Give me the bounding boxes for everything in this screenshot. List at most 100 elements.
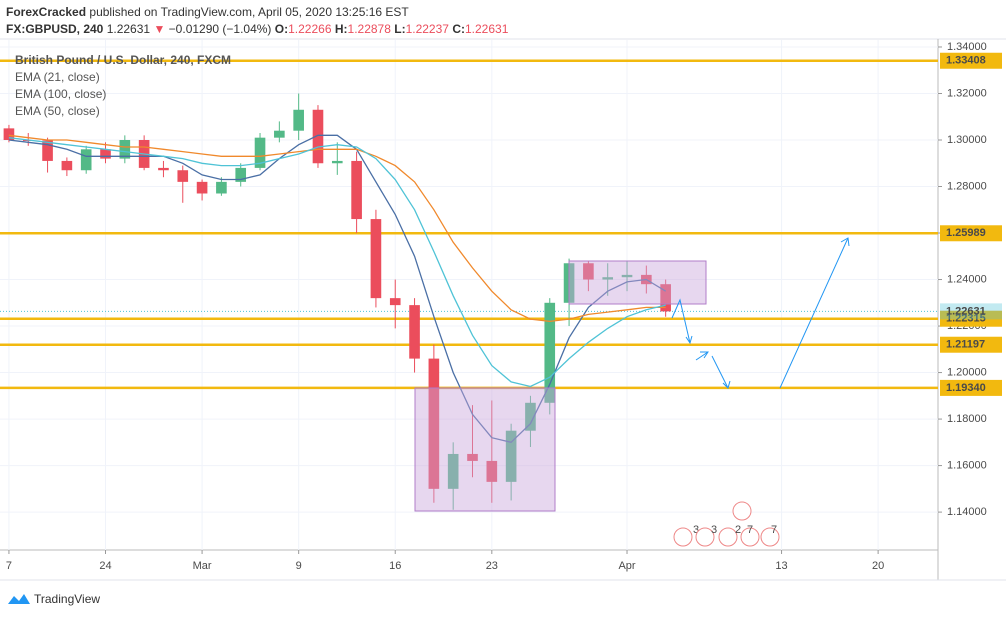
last-price-tag [940,303,1002,320]
event-flag [695,527,715,547]
level-label: 1.33408 [946,55,986,67]
candle-body [583,263,594,280]
legend-entry: EMA (21, close) [15,70,100,84]
candle-body [274,130,285,138]
open-label: O: [275,22,288,36]
candle-body [196,181,208,194]
ema-line [8,137,666,388]
level-tag [940,52,1002,69]
y-tick-label: 1.30000 [947,134,987,146]
y-tick-label: 1.32000 [947,87,987,99]
close-label: C: [452,22,465,36]
level-label: 1.22315 [946,313,986,325]
level-label: 1.19340 [946,382,986,394]
arrow-head [700,351,709,359]
legend-entry: EMA (50, close) [15,104,100,118]
candle-body [331,160,343,164]
event-count: 3 [711,524,717,536]
candle-body [216,181,227,194]
level-label: 1.21197 [946,339,985,351]
low-label: L: [394,22,405,36]
event-count: 3 [693,524,699,536]
candle-body [621,274,633,278]
quote-line: FX:GBPUSD, 240 1.22631 ▼ −0.01290 (−1.04… [6,22,509,36]
candle-body [254,137,266,168]
candle-body [235,167,247,182]
event-flag [732,501,752,521]
arrow-head [840,237,850,247]
legend-entry: EMA (100, close) [15,87,106,101]
x-tick-label: 13 [775,560,787,572]
drawings [414,237,850,512]
event-flag [718,527,738,547]
x-tick-label: 9 [296,560,302,572]
event-flag [760,527,780,547]
candle-body [42,140,53,161]
low: 1.22237 [406,22,450,36]
candle-body [525,402,536,431]
event-flag [740,527,760,547]
candle-body [602,277,614,280]
candle-body [312,109,324,164]
published: published on TradingView.com, April 05, … [89,5,409,19]
forecast-path [779,237,849,389]
symbol: FX:GBPUSD, 240 [6,22,104,36]
y-tick-label: 1.28000 [947,180,987,192]
forecast-path [711,355,729,389]
candle-body [467,453,478,461]
plot: 1.340001.320001.300001.280001.260001.240… [0,40,1002,572]
candle-body [389,298,401,306]
close: 1.22631 [465,22,509,36]
event-flag [673,527,693,547]
candle-body [544,302,556,403]
x-tick-label: 23 [486,560,498,572]
change: −0.01290 (−1.04%) [169,22,272,36]
candle-body [505,430,517,482]
candle-body [409,305,420,359]
event-count: 7 [771,524,777,536]
forecast-path [671,298,691,344]
y-tick-label: 1.14000 [947,506,987,518]
chart-title: British Pound / U.S. Dollar, 240, FXCM [15,53,231,67]
level-label: 1.25989 [946,227,986,239]
brand: TradingView [8,592,100,606]
high: 1.22878 [348,22,392,36]
level-tag [940,225,1002,242]
candle-body [119,140,131,159]
level-tag [940,336,1002,353]
y-tick-label: 1.24000 [947,273,987,285]
legend: British Pound / U.S. Dollar, 240, FXCM E… [15,53,231,118]
brand-logo [8,594,30,604]
y-tick-label: 1.18000 [947,413,987,425]
header: ForexCracked published on TradingView.co… [6,5,409,19]
candle-body [370,219,382,299]
last-price-label: 1.22631 [946,305,986,317]
candle-body [428,358,440,489]
candle-body [351,160,362,220]
open: 1.22266 [288,22,332,36]
candle-body [660,284,671,312]
author: ForexCracked [6,5,86,19]
arrow-head [722,380,731,389]
high-label: H: [335,22,348,36]
brand-name: TradingView [34,592,100,606]
arrow-head [685,335,693,345]
candle-body [80,149,92,171]
x-tick-label: 7 [6,560,12,572]
candle-body [177,170,189,182]
event-count: 7 [747,524,753,536]
candle-body [447,453,459,489]
x-tick-label: 20 [872,560,884,572]
y-tick-label: 1.20000 [947,366,987,378]
candle-body [3,128,15,140]
forecast-path [695,351,709,361]
range-box [414,387,556,512]
range-box [568,260,707,305]
ema-line [8,134,667,444]
x-tick-label: Apr [618,560,635,572]
events: 3 3 2 7 7 [673,501,780,547]
event-count: 2 [735,524,741,536]
candle-body [61,160,73,171]
